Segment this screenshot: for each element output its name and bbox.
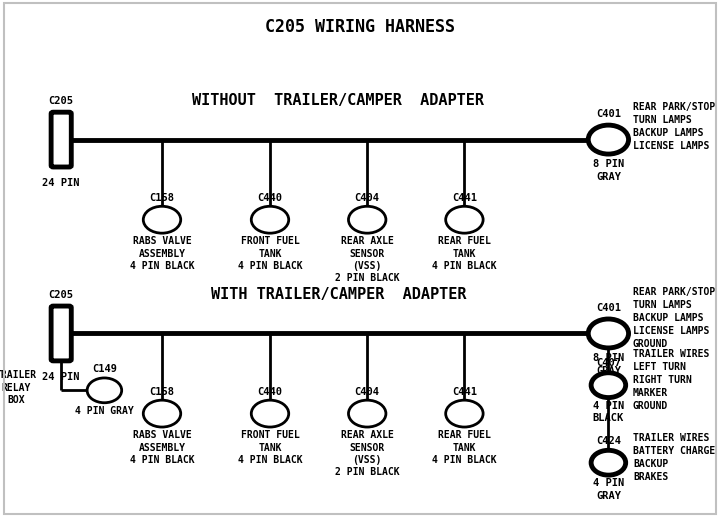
Text: WITHOUT  TRAILER/CAMPER  ADAPTER: WITHOUT TRAILER/CAMPER ADAPTER	[192, 93, 485, 109]
FancyBboxPatch shape	[51, 306, 71, 361]
Text: REAR FUEL
TANK
4 PIN BLACK: REAR FUEL TANK 4 PIN BLACK	[432, 236, 497, 271]
Text: RABS VALVE
ASSEMBLY
4 PIN BLACK: RABS VALVE ASSEMBLY 4 PIN BLACK	[130, 236, 194, 271]
Text: C149: C149	[92, 364, 117, 374]
Text: C441: C441	[452, 193, 477, 203]
Text: C404: C404	[355, 193, 379, 203]
Text: C407: C407	[596, 358, 621, 368]
Text: 8 PIN
GRAY: 8 PIN GRAY	[593, 353, 624, 375]
Text: REAR AXLE
SENSOR
(VSS)
2 PIN BLACK: REAR AXLE SENSOR (VSS) 2 PIN BLACK	[335, 236, 400, 283]
Circle shape	[87, 378, 122, 403]
Text: 8 PIN
GRAY: 8 PIN GRAY	[593, 159, 624, 181]
Text: C205: C205	[49, 290, 73, 300]
Text: 4 PIN GRAY: 4 PIN GRAY	[75, 406, 134, 416]
Text: RABS VALVE
ASSEMBLY
4 PIN BLACK: RABS VALVE ASSEMBLY 4 PIN BLACK	[130, 430, 194, 465]
Text: REAR FUEL
TANK
4 PIN BLACK: REAR FUEL TANK 4 PIN BLACK	[432, 430, 497, 465]
Text: C158: C158	[150, 387, 174, 397]
Text: 24 PIN: 24 PIN	[42, 372, 80, 382]
Circle shape	[251, 400, 289, 427]
Text: TRAILER WIRES
BATTERY CHARGE
BACKUP
BRAKES: TRAILER WIRES BATTERY CHARGE BACKUP BRAK…	[633, 433, 715, 482]
Text: C440: C440	[258, 193, 282, 203]
Text: 4 PIN
BLACK: 4 PIN BLACK	[593, 401, 624, 423]
Circle shape	[251, 206, 289, 233]
Text: C441: C441	[452, 387, 477, 397]
Circle shape	[591, 373, 626, 398]
Circle shape	[143, 206, 181, 233]
Text: FRONT FUEL
TANK
4 PIN BLACK: FRONT FUEL TANK 4 PIN BLACK	[238, 430, 302, 465]
Text: FRONT FUEL
TANK
4 PIN BLACK: FRONT FUEL TANK 4 PIN BLACK	[238, 236, 302, 271]
Text: C158: C158	[150, 193, 174, 203]
Text: C424: C424	[596, 436, 621, 446]
Text: TRAILER
RELAY
BOX: TRAILER RELAY BOX	[0, 370, 37, 405]
Text: C205: C205	[49, 96, 73, 106]
Circle shape	[588, 125, 629, 154]
Text: C401: C401	[596, 109, 621, 119]
Text: 24 PIN: 24 PIN	[42, 178, 80, 188]
Text: TRAILER WIRES
LEFT TURN
RIGHT TURN
MARKER
GROUND: TRAILER WIRES LEFT TURN RIGHT TURN MARKE…	[633, 348, 709, 412]
Circle shape	[348, 206, 386, 233]
Circle shape	[143, 400, 181, 427]
Circle shape	[591, 450, 626, 475]
Text: 4 PIN
GRAY: 4 PIN GRAY	[593, 478, 624, 500]
Text: C205 WIRING HARNESS: C205 WIRING HARNESS	[265, 18, 455, 36]
Circle shape	[446, 206, 483, 233]
Text: REAR AXLE
SENSOR
(VSS)
2 PIN BLACK: REAR AXLE SENSOR (VSS) 2 PIN BLACK	[335, 430, 400, 477]
Text: REAR PARK/STOP
TURN LAMPS
BACKUP LAMPS
LICENSE LAMPS
GROUND: REAR PARK/STOP TURN LAMPS BACKUP LAMPS L…	[633, 286, 715, 349]
Text: C404: C404	[355, 387, 379, 397]
Text: C401: C401	[596, 303, 621, 313]
Circle shape	[348, 400, 386, 427]
Text: C440: C440	[258, 387, 282, 397]
Text: REAR PARK/STOP
TURN LAMPS
BACKUP LAMPS
LICENSE LAMPS: REAR PARK/STOP TURN LAMPS BACKUP LAMPS L…	[633, 102, 715, 151]
Circle shape	[446, 400, 483, 427]
Text: WITH TRAILER/CAMPER  ADAPTER: WITH TRAILER/CAMPER ADAPTER	[211, 287, 466, 302]
Circle shape	[588, 319, 629, 348]
FancyBboxPatch shape	[51, 112, 71, 167]
